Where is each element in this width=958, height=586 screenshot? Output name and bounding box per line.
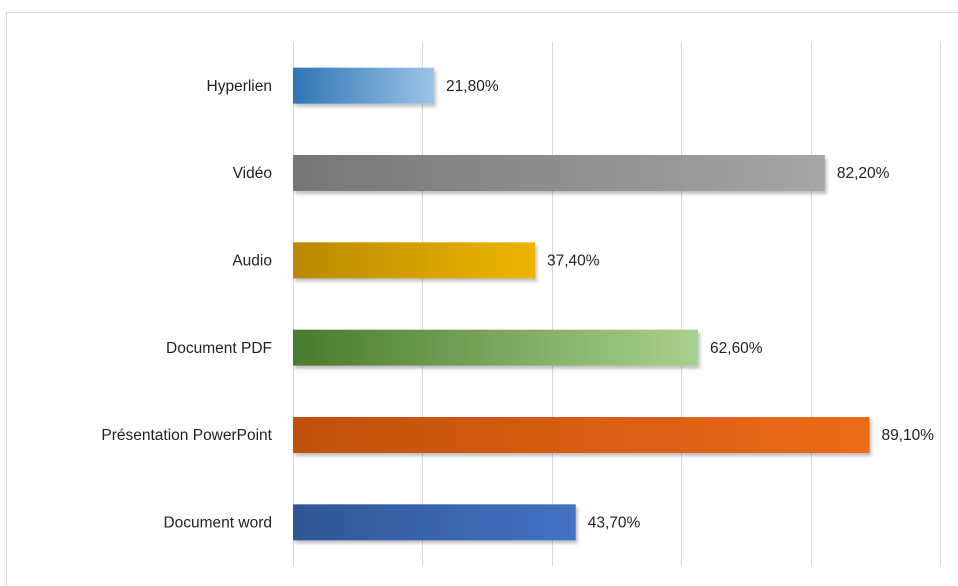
category-label: Présentation PowerPoint	[101, 427, 272, 444]
category-label: Vidéo	[233, 165, 272, 182]
chart-frame	[6, 12, 958, 586]
category-label: Audio	[232, 252, 272, 269]
bar	[293, 329, 699, 366]
value-label: 82,20%	[837, 165, 890, 182]
category-label: Document PDF	[166, 340, 272, 357]
bar	[293, 242, 535, 279]
value-label: 62,60%	[710, 340, 763, 357]
value-label: 89,10%	[881, 427, 934, 444]
value-label: 37,40%	[547, 252, 600, 269]
bar	[293, 67, 435, 104]
bar	[293, 417, 870, 453]
category-label: Hyperlien	[207, 78, 272, 95]
value-label: 21,80%	[446, 78, 499, 95]
value-label: 43,70%	[588, 514, 641, 531]
category-label: Document word	[163, 514, 272, 531]
bar	[293, 155, 825, 191]
bar	[293, 504, 576, 541]
